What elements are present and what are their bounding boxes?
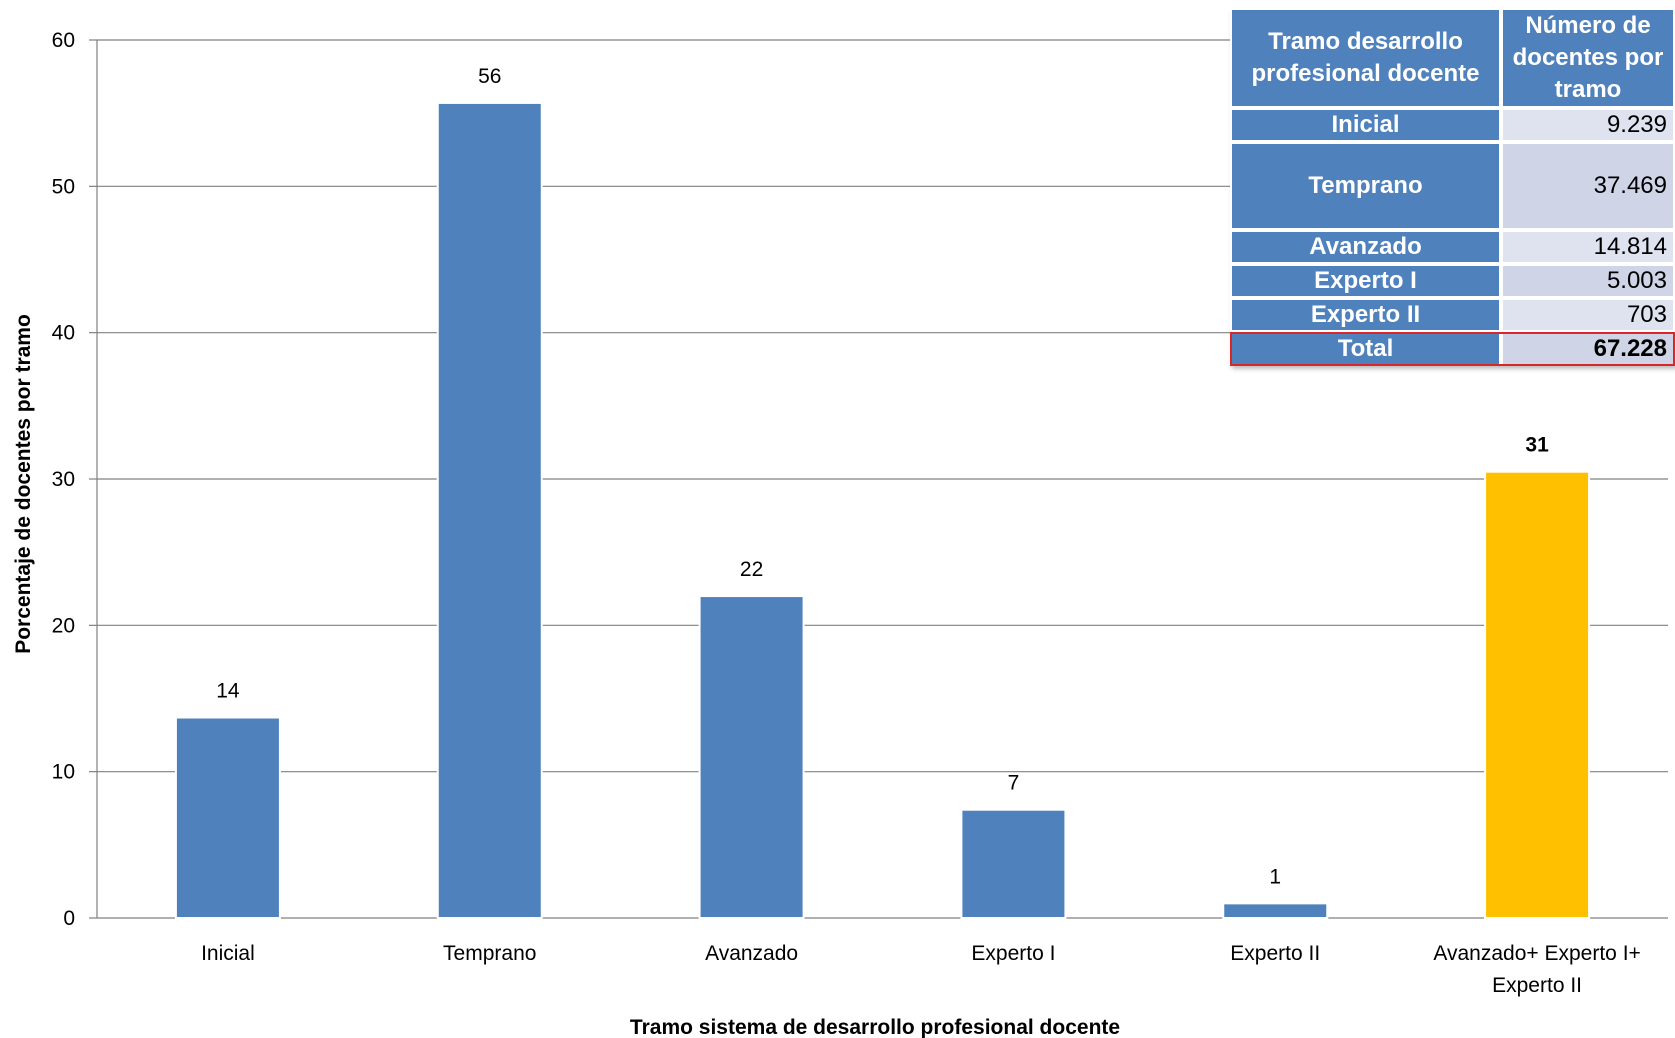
table-cell-tramo: Experto I <box>1230 264 1501 298</box>
table-cell-tramo: Experto II <box>1230 298 1501 332</box>
data-label: 1 <box>1269 865 1281 888</box>
y-tick-labels: 0 10 20 30 40 50 60 <box>52 29 75 930</box>
data-label: 22 <box>740 558 763 581</box>
y-tick-label: 0 <box>63 907 75 930</box>
table-cell-tramo: Avanzado <box>1230 230 1501 264</box>
table-cell-count: 703 <box>1501 298 1675 332</box>
bar <box>436 101 543 919</box>
category-label: Inicial <box>201 942 255 965</box>
table-row-total: Total 67.228 <box>1230 332 1675 366</box>
data-label: 56 <box>478 65 501 88</box>
bar <box>1484 470 1591 919</box>
table-cell-count: 67.228 <box>1501 332 1675 366</box>
table-cell-count: 37.469 <box>1501 142 1675 230</box>
table-header-tramo: Tramo desarrollo profesional docente <box>1230 8 1501 108</box>
x-axis-title: Tramo sistema de desarrollo profesional … <box>630 1016 1120 1038</box>
y-tick-label: 10 <box>52 761 75 784</box>
bar <box>174 716 281 919</box>
data-label: 14 <box>216 680 240 703</box>
category-label: Temprano <box>443 942 536 965</box>
category-labels: Inicial Temprano Avanzado Experto I Experto … <box>201 942 1641 997</box>
table-cell-count: 5.003 <box>1501 264 1675 298</box>
bar <box>1222 902 1329 919</box>
category-label: Avanzado+ Experto I+ <box>1433 942 1640 965</box>
table-header-row: Tramo desarrollo profesional docente Núm… <box>1230 8 1675 108</box>
y-tick-label: 40 <box>52 322 75 345</box>
y-tick-label: 20 <box>52 614 75 637</box>
table-cell-tramo: Inicial <box>1230 108 1501 142</box>
table-cell-tramo: Total <box>1230 332 1501 366</box>
y-tick-label: 60 <box>52 29 75 52</box>
table-row: Inicial 9.239 <box>1230 108 1675 142</box>
table-row: Experto I 5.003 <box>1230 264 1675 298</box>
y-axis-title: Porcentaje de docentes por tramo <box>12 314 35 654</box>
bar <box>698 595 805 919</box>
category-label: Experto II <box>1492 974 1582 997</box>
data-labels: 14 56 22 7 1 31 <box>216 65 1549 888</box>
table-row: Experto II 703 <box>1230 298 1675 332</box>
bar <box>960 808 1067 919</box>
table-row: Avanzado 14.814 <box>1230 230 1675 264</box>
table-header-count: Número de docentes por tramo <box>1501 8 1675 108</box>
category-label: Experto II <box>1230 942 1320 965</box>
table-cell-count: 14.814 <box>1501 230 1675 264</box>
table-cell-tramo: Temprano <box>1230 142 1501 230</box>
table-cell-count: 9.239 <box>1501 108 1675 142</box>
docentes-table: Tramo desarrollo profesional docente Núm… <box>1230 8 1675 366</box>
y-tick-label: 30 <box>52 468 75 491</box>
data-label: 7 <box>1008 772 1020 795</box>
category-label: Avanzado <box>705 942 798 965</box>
bars <box>174 101 1591 919</box>
category-label: Experto I <box>971 942 1055 965</box>
data-label: 31 <box>1525 434 1549 457</box>
table-row: Temprano 37.469 <box>1230 142 1675 230</box>
y-tick-label: 50 <box>52 175 75 198</box>
